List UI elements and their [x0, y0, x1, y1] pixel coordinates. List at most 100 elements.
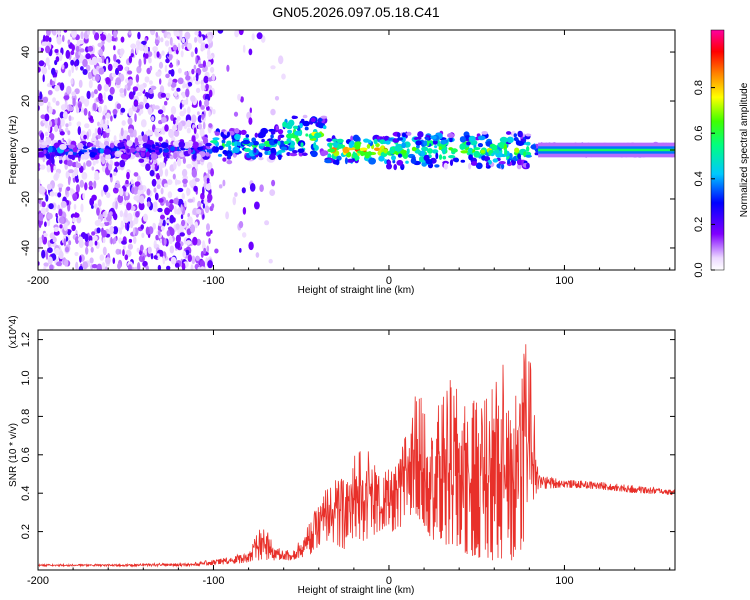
- spectrogram-cell: [158, 148, 163, 153]
- spectrogram-cell: [248, 241, 254, 251]
- spectrogram-cell: [40, 207, 47, 215]
- spectrogram-cell: [75, 178, 79, 183]
- spectrogram-cell: [182, 92, 186, 99]
- spectrogram-cell: [222, 179, 226, 187]
- spectrogram-cell: [59, 224, 63, 229]
- spectrogram-cell: [226, 131, 230, 138]
- spectrogram-cell: [68, 169, 74, 174]
- spectrogram-cell: [167, 34, 171, 39]
- spectrogram-cell: [106, 119, 109, 126]
- spectrogram-cell: [38, 203, 41, 211]
- spectrogram-cell: [259, 184, 264, 192]
- spectrogram-cell: [301, 152, 308, 156]
- spectrogram-cell: [192, 135, 196, 142]
- spectrogram-cell: [145, 265, 149, 270]
- snr-ytick-label: 0.2: [20, 524, 32, 539]
- spectrogram-cell: [376, 136, 381, 140]
- spectrogram-cell: [417, 131, 424, 138]
- spectrogram-cell: [156, 184, 161, 190]
- spectrogram-cell: [109, 211, 113, 216]
- spectrogram-cell: [50, 154, 55, 159]
- spectrogram-xtick-label: 0: [386, 275, 392, 287]
- spectrogram-cell: [122, 245, 126, 250]
- spectrogram-cell: [249, 142, 254, 146]
- spectrogram-cell: [242, 207, 247, 215]
- spectrogram-cell: [206, 105, 210, 111]
- spectrogram-cell: [152, 46, 158, 52]
- colorbar-tick-label: 0.0: [693, 262, 705, 277]
- spectrogram-cell: [269, 189, 276, 197]
- spectrogram-cell: [114, 166, 118, 173]
- spectrogram-cell: [91, 91, 95, 98]
- spectrogram-cell: [45, 251, 49, 260]
- spectrogram-cell: [183, 183, 187, 188]
- spectrogram-cell: [169, 214, 175, 224]
- spectrogram-cell: [71, 172, 76, 178]
- spectrogram-cell: [139, 108, 144, 115]
- spectrogram-cell: [159, 252, 164, 257]
- spectrogram-cell: [105, 162, 109, 168]
- spectrogram-cell: [320, 115, 328, 119]
- spectrogram-cell: [119, 187, 124, 197]
- spectrogram-cell: [184, 71, 188, 76]
- spectrogram-cell: [228, 145, 232, 151]
- spectrogram-cell: [68, 144, 76, 149]
- spectrogram-cell: [180, 214, 184, 220]
- spectrogram-cell: [41, 234, 44, 241]
- spectrogram-cell: [449, 136, 453, 143]
- spectrogram-cell: [75, 184, 80, 193]
- spectrogram-cell: [71, 91, 76, 97]
- spectrogram-cell: [54, 49, 59, 53]
- spectrogram-cell: [41, 41, 48, 47]
- spectrogram-cell: [70, 78, 74, 85]
- spectrogram-cell: [192, 236, 198, 246]
- spectrogram-cell: [153, 51, 158, 59]
- spectrogram-cell: [139, 147, 147, 151]
- spectrogram-cell: [106, 192, 111, 199]
- spectrogram-cell: [291, 115, 298, 119]
- spectrogram-cell: [416, 144, 420, 149]
- spectrogram-cell: [396, 159, 404, 166]
- spectrogram-cell: [84, 123, 90, 129]
- spectrogram-cell: [143, 56, 147, 65]
- spectrogram-cell: [156, 128, 161, 133]
- spectrogram-cell: [258, 156, 264, 161]
- spectrogram-cell: [80, 31, 84, 40]
- spectrogram-cell: [163, 238, 167, 246]
- spectrogram-cell: [392, 159, 396, 164]
- spectrogram-cell: [113, 135, 117, 142]
- spectrogram-cell: [44, 113, 50, 122]
- spectrogram-cell: [220, 131, 224, 137]
- spectrogram-cell: [313, 142, 317, 149]
- spectrogram-cell: [112, 62, 119, 68]
- spectrogram-cell: [71, 64, 75, 74]
- spectrogram-cell: [180, 204, 183, 212]
- spectrogram-cell: [466, 141, 471, 146]
- spectrogram-cell: [157, 224, 163, 233]
- spectrogram-cell: [97, 42, 103, 48]
- spectrogram-cell: [119, 159, 126, 168]
- spectrogram-cell: [82, 145, 88, 150]
- spectrogram-cell: [65, 127, 69, 133]
- spectrogram-cell: [438, 146, 442, 151]
- spectrogram-cell: [415, 140, 422, 146]
- spectrogram-cell: [391, 155, 396, 161]
- spectrogram-cell: [68, 115, 72, 122]
- spectrogram-cell: [124, 208, 128, 218]
- spectrogram-cell: [189, 180, 194, 187]
- spectrogram-cell: [270, 147, 276, 153]
- spectrogram-cell: [254, 132, 258, 138]
- spectrogram-cell: [142, 260, 148, 267]
- spectrogram-cell: [119, 88, 125, 94]
- spectrogram-cell: [93, 180, 97, 189]
- spectrogram-cell: [44, 221, 47, 227]
- spectrogram-cell: [194, 36, 198, 43]
- spectrogram-cell: [49, 264, 54, 270]
- spectrogram-cell: [117, 194, 124, 203]
- spectrogram-cell: [103, 184, 109, 193]
- spectrogram-cell: [73, 203, 77, 210]
- spectrogram-cell: [80, 55, 84, 61]
- spectrogram-cell: [38, 151, 45, 158]
- spectrogram-cell: [519, 131, 523, 137]
- spectrogram-xtick-label: -100: [202, 275, 224, 287]
